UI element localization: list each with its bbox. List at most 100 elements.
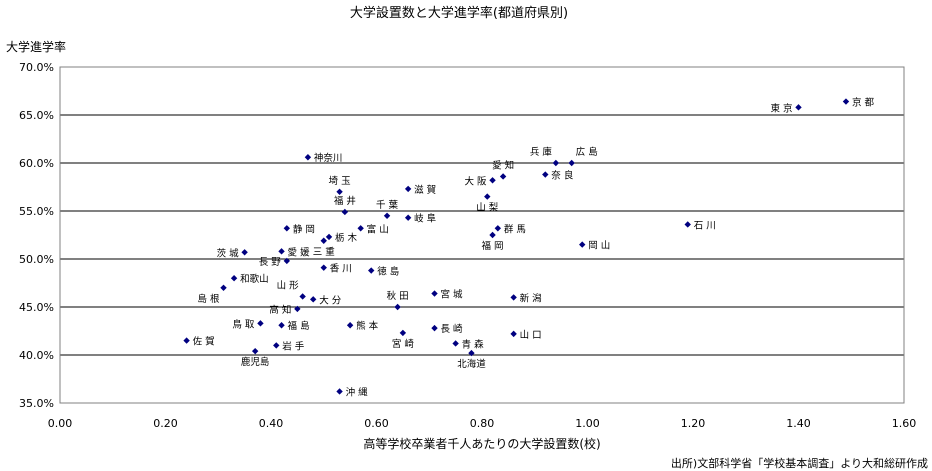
- point-label: 山 梨: [476, 202, 499, 214]
- point-label: 神奈川: [314, 152, 343, 164]
- point-marker: [241, 249, 248, 256]
- point-label: 宮 城: [441, 289, 464, 301]
- point-marker: [257, 320, 264, 327]
- point-label: 広 島: [576, 146, 598, 158]
- point-label: 香 川: [330, 264, 352, 275]
- point-marker: [183, 337, 190, 344]
- y-tick-label: 65.0%: [19, 109, 54, 122]
- point-label: 岡 山: [588, 241, 610, 252]
- point-label: 兵 庫: [530, 146, 553, 158]
- point-marker: [404, 185, 412, 193]
- point-marker: [299, 293, 306, 300]
- point-marker: [489, 177, 496, 184]
- point-marker: [842, 98, 850, 105]
- chart-title: 大学設置数と大学進学率(都道府県別): [350, 5, 568, 21]
- x-axis-label: 高等学校卒業者千人あたりの大学設置数(校): [363, 436, 600, 451]
- point-label: 北海道: [457, 358, 486, 370]
- point-marker: [294, 305, 301, 313]
- point-marker: [399, 329, 407, 337]
- point-marker: [341, 208, 349, 216]
- point-marker: [431, 290, 438, 297]
- x-tick-label: 1.20: [681, 417, 706, 430]
- point-marker: [368, 267, 375, 274]
- point-label: 大 分: [319, 294, 342, 306]
- point-marker: [499, 173, 507, 180]
- point-marker: [283, 257, 291, 265]
- point-marker: [404, 214, 412, 221]
- point-label: 三 重: [313, 246, 336, 258]
- point-label: 山 形: [277, 279, 300, 291]
- point-marker: [346, 322, 354, 329]
- point-marker: [552, 159, 560, 167]
- point-label: 静 岡: [293, 223, 315, 235]
- point-label: 千 葉: [376, 199, 399, 211]
- point-marker: [336, 388, 343, 395]
- x-tick-label: 0.20: [153, 417, 178, 430]
- point-marker: [542, 171, 549, 178]
- point-marker: [320, 264, 327, 271]
- point-marker: [310, 296, 317, 303]
- point-marker: [383, 212, 391, 219]
- point-label: 鹿児島: [241, 356, 270, 368]
- y-tick-label: 45.0%: [19, 301, 54, 314]
- point-label: 佐 賀: [193, 336, 215, 348]
- point-label: 秋 田: [387, 290, 409, 302]
- point-marker: [452, 340, 459, 347]
- point-label: 長 野: [259, 257, 282, 268]
- point-label: 愛 媛: [288, 246, 311, 258]
- y-axis-label: 大学進学率: [6, 39, 66, 54]
- point-marker: [795, 104, 802, 111]
- point-label: 京 都: [852, 97, 875, 109]
- point-marker: [220, 284, 227, 291]
- y-tick-label: 70.0%: [19, 61, 54, 74]
- point-label: 奈 良: [551, 170, 574, 182]
- point-marker: [431, 324, 438, 332]
- y-tick-labels: 35.0% 40.0% 45.0% 50.0% 55.0% 60.0% 65.0% 70.0%: [19, 61, 54, 410]
- point-label: 宮 崎: [392, 338, 415, 350]
- point-label: 山 口: [520, 330, 542, 341]
- x-tick-label: 0.60: [364, 417, 389, 430]
- point-marker: [278, 248, 285, 255]
- point-label: 群 馬: [504, 223, 526, 235]
- point-marker: [510, 294, 517, 301]
- point-label: 島 根: [197, 293, 220, 305]
- point-marker: [283, 225, 291, 232]
- x-tick-label: 1.60: [892, 417, 917, 430]
- point-label: 滋 賀: [414, 184, 436, 196]
- point-label: 岩 手: [282, 340, 305, 352]
- point-label: 茨 城: [217, 247, 240, 259]
- point-label: 栃 木: [335, 232, 358, 244]
- point-label: 福 島: [288, 320, 310, 332]
- x-tick-label: 0.80: [470, 417, 495, 430]
- point-label: 埼 玉: [329, 175, 352, 187]
- point-label: 沖 縄: [346, 386, 369, 398]
- x-tick-label: 0.00: [48, 417, 73, 430]
- point-marker: [357, 225, 364, 232]
- point-marker: [468, 349, 475, 357]
- source-note: 出所)文部科学省「学校基本調査」より大和総研作成: [671, 456, 928, 470]
- point-label: 熊 本: [356, 320, 379, 332]
- x-tick-label: 1.40: [786, 417, 811, 430]
- point-label: 鳥 取: [232, 318, 255, 330]
- point-marker: [489, 231, 496, 239]
- y-tick-label: 55.0%: [19, 205, 54, 218]
- point-label: 岐 阜: [414, 213, 436, 225]
- plot-area: [59, 66, 905, 404]
- x-tick-label: 0.40: [259, 417, 284, 430]
- point-marker: [568, 159, 575, 167]
- point-label: 福 井: [334, 195, 356, 207]
- y-tick-label: 60.0%: [19, 157, 54, 170]
- point-label: 徳 島: [377, 266, 399, 278]
- point-marker: [325, 233, 333, 241]
- y-tick-label: 50.0%: [19, 253, 54, 266]
- point-marker: [684, 221, 691, 228]
- point-marker: [394, 303, 401, 311]
- point-label: 青 森: [462, 338, 485, 350]
- point-marker: [230, 275, 238, 282]
- point-marker: [494, 225, 502, 232]
- point-label: 新 潟: [520, 292, 542, 304]
- point-label: 石 川: [694, 220, 716, 231]
- point-marker: [336, 188, 343, 195]
- point-label: 高 知: [269, 304, 291, 316]
